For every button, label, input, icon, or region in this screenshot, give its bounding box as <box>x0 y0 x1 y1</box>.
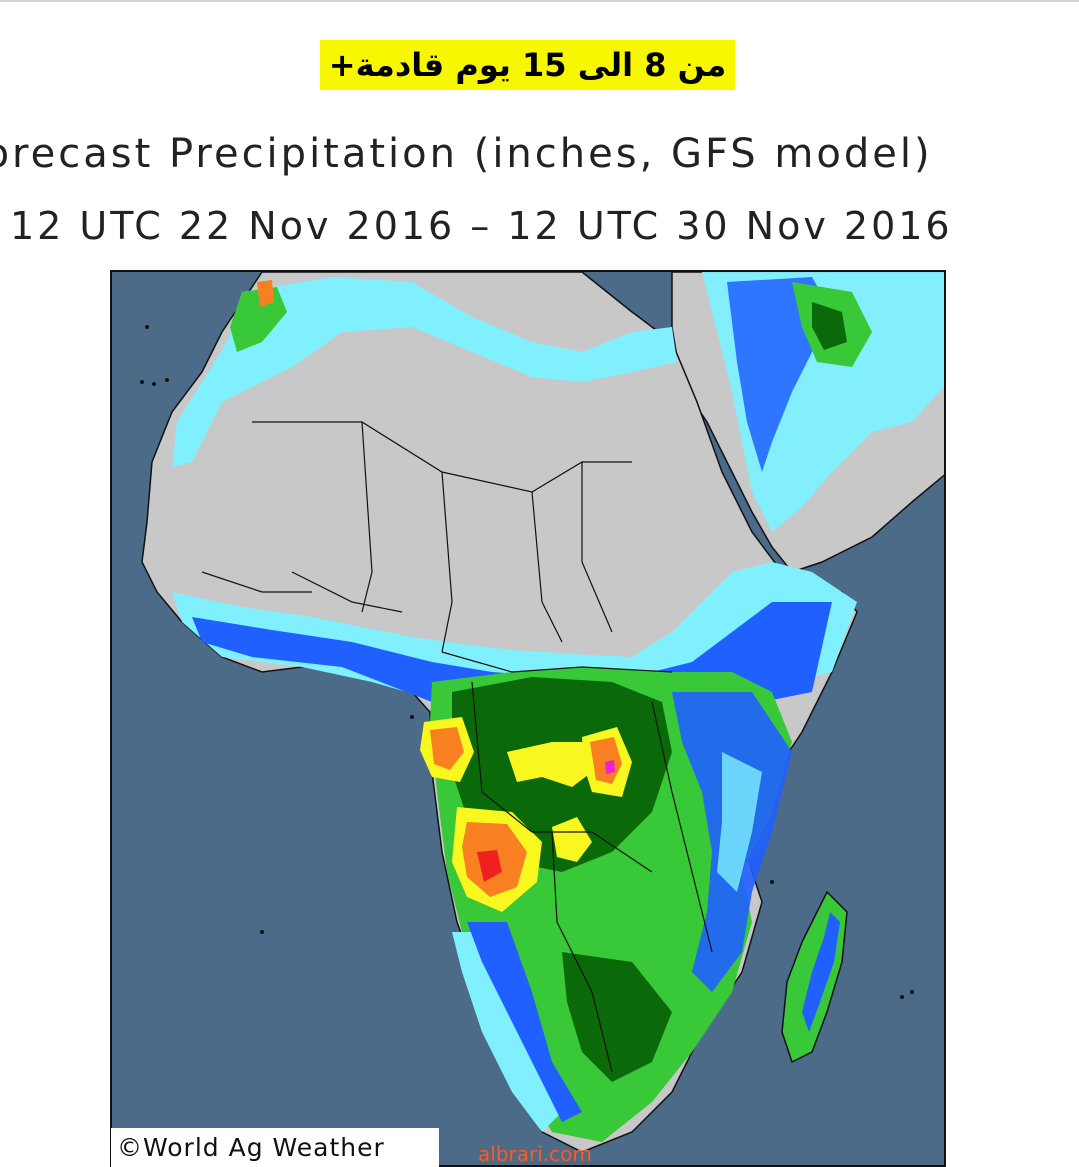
island <box>770 880 774 884</box>
drc-east-orange <box>590 737 622 784</box>
map-title: Forecast Precipitation (inches, GFS mode… <box>0 124 1079 184</box>
gabon-orange <box>430 727 464 770</box>
copyright-label: ©World Ag Weather <box>111 1128 439 1167</box>
island <box>410 715 414 719</box>
border-line <box>471 681 653 873</box>
angola-red <box>477 850 502 882</box>
southern-africa-lightblue <box>452 932 562 1132</box>
border-line <box>651 701 713 953</box>
island-dots <box>140 325 914 999</box>
border-line <box>361 421 373 613</box>
mediterranean-coast-blue <box>172 277 677 467</box>
arabia-dark-green <box>812 302 847 350</box>
map-title-text: Forecast Precipitation (inches, GFS mode… <box>0 131 933 177</box>
country-borders <box>201 421 713 1073</box>
border-line <box>441 651 673 673</box>
zambia-yellow <box>552 817 592 862</box>
map-period-text: 12 UTC 22 Nov 2016 – 12 UTC 30 Nov 2016 <box>10 204 953 248</box>
island <box>165 378 169 382</box>
drc-east-magenta <box>605 760 615 774</box>
southern-africa-blue <box>467 922 582 1122</box>
island <box>910 990 914 994</box>
top-divider <box>0 0 1079 2</box>
island <box>260 930 264 934</box>
border-line <box>551 831 613 1073</box>
island <box>145 325 149 329</box>
madagascar-blue <box>802 912 840 1032</box>
border-line <box>441 471 453 653</box>
border-line <box>201 571 312 593</box>
island <box>140 380 144 384</box>
border-line <box>291 571 403 613</box>
map-period: 12 UTC 22 Nov 2016 – 12 UTC 30 Nov 2016 <box>0 196 1079 256</box>
border-line <box>252 421 632 493</box>
headline-banner: من 8 الى 15 يوم قادمة+ <box>320 40 735 90</box>
precipitation-map <box>110 270 946 1167</box>
border-line <box>531 491 563 643</box>
border-line <box>581 462 613 633</box>
island <box>900 995 904 999</box>
island <box>152 382 156 386</box>
africa-precipitation-svg <box>112 272 944 1165</box>
morocco-green <box>230 287 287 352</box>
southern-dark-green <box>562 952 672 1082</box>
watermark: albrari.com <box>478 1142 592 1166</box>
east-africa-lightblue <box>717 752 762 892</box>
morocco-orange <box>257 280 274 307</box>
congo-yellow-band <box>507 742 592 787</box>
